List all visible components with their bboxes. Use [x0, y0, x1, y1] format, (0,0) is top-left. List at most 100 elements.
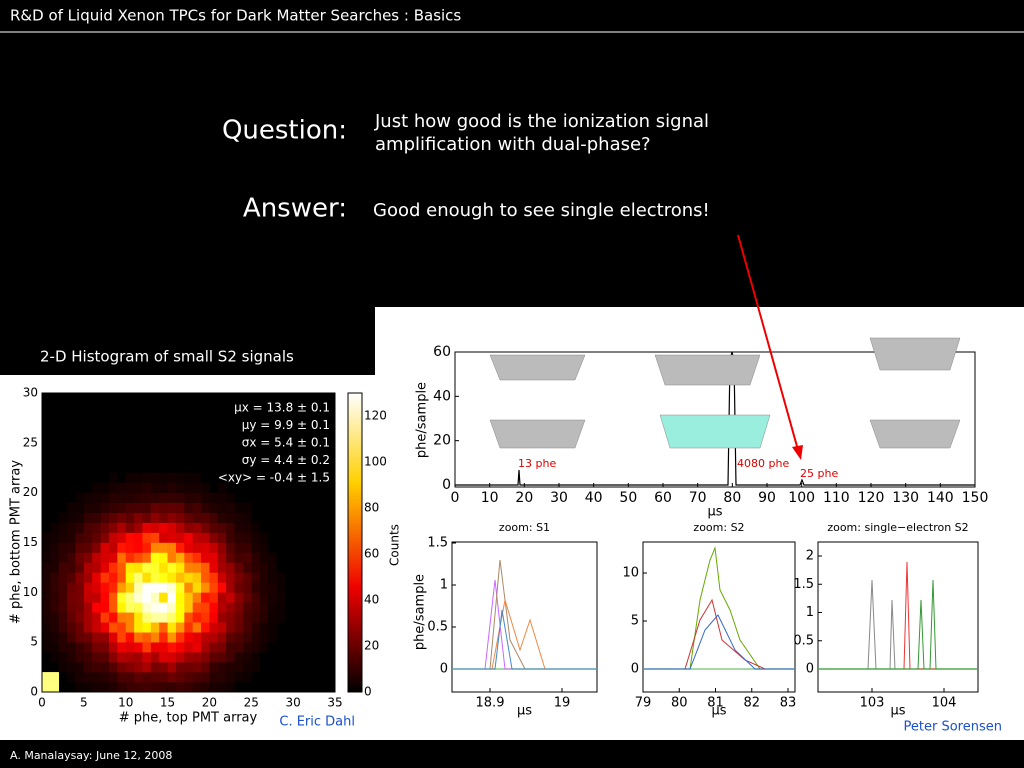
colorbar-label: Counts — [388, 524, 402, 566]
heatmap-cell — [217, 602, 227, 613]
y-tick-label: 2 — [806, 549, 814, 564]
x-tick-label: 90 — [758, 490, 776, 506]
heatmap-cell — [58, 622, 68, 633]
zoom-frame — [451, 541, 598, 693]
x-axis-label: μs — [890, 704, 905, 719]
heatmap-cell — [234, 502, 244, 513]
y-tick-label: 25 — [23, 435, 38, 449]
y-tick-label: 5 — [30, 635, 38, 649]
heatmap-cell — [259, 552, 269, 563]
heatmap-cell — [134, 512, 143, 523]
heatmap-cell — [125, 602, 135, 613]
heatmap-cell — [167, 502, 177, 513]
heatmap-cell — [50, 542, 60, 553]
heatmap-cell — [226, 612, 235, 623]
heatmap-cell — [268, 612, 277, 623]
heatmap-cell — [209, 532, 219, 543]
heatmap-cell — [159, 682, 168, 693]
heatmap-cell — [150, 502, 160, 513]
heatmap-cell — [242, 652, 252, 663]
heatmap-cell — [125, 682, 135, 693]
question-text: amplification with dual-phase? — [375, 134, 651, 155]
heatmap-cell — [75, 522, 85, 533]
heatmap-cell — [83, 622, 93, 633]
heatmap-cell — [259, 532, 269, 543]
heatmap-cell — [201, 672, 210, 683]
heatmap-cell — [251, 602, 260, 613]
heatmap-cell — [150, 572, 160, 583]
heatmap-cell — [50, 582, 60, 593]
heatmap-cell — [142, 562, 152, 573]
y-axis-label: # phe, bottom PMT array — [9, 460, 24, 624]
heatmap-cell — [175, 552, 185, 563]
heatmap-cell — [234, 562, 244, 573]
heatmap-cell — [201, 582, 210, 593]
y-tick-label: 0.5 — [427, 620, 448, 635]
x-tick-label: 10 — [118, 696, 133, 710]
heatmap-cell — [150, 652, 160, 663]
heatmap-cell — [100, 512, 110, 523]
heatmap-cell — [276, 612, 286, 623]
heatmap-cell — [58, 612, 68, 623]
heatmap-cell — [117, 482, 127, 493]
heatmap-cell — [251, 622, 260, 633]
heatmap-cell — [92, 482, 101, 493]
heatmap-cell — [150, 592, 160, 603]
heatmap-cell — [242, 572, 252, 583]
heatmap-cell — [83, 592, 93, 603]
y-axis-label: phe/sample — [413, 574, 428, 650]
heatmap-cell — [209, 572, 219, 583]
heatmap-cell — [92, 662, 101, 673]
heatmap-cell — [83, 502, 93, 513]
x-tick-label: 0 — [38, 696, 46, 710]
heatmap-cell — [142, 512, 152, 523]
heatmap-cell — [192, 652, 202, 663]
heatmap-cell — [134, 532, 143, 543]
heatmap-cell — [175, 672, 185, 683]
heatmap-cell — [209, 562, 219, 573]
heatmap-cell — [209, 662, 219, 673]
heatmap-cell — [108, 512, 118, 523]
heatmap-cell — [117, 612, 127, 623]
heatmap-cell — [167, 552, 177, 563]
heatmap-cell — [42, 672, 51, 683]
heatmap-cell — [192, 622, 202, 633]
heatmap-cell — [142, 602, 152, 613]
heatmap-cell — [192, 472, 202, 483]
heatmap-cell — [50, 572, 60, 583]
heatmap-cell — [251, 612, 260, 623]
heatmap-cell — [159, 522, 168, 533]
heatmap-cell — [58, 592, 68, 603]
heatmap-cell — [134, 492, 143, 503]
heatmap-cell — [150, 522, 160, 533]
heatmap-cell — [192, 522, 202, 533]
heatmap-cell — [159, 652, 168, 663]
heatmap-cell — [192, 482, 202, 493]
heatmap-cell — [58, 582, 68, 593]
heatmap-cell — [184, 572, 193, 583]
heatmap-cell — [209, 672, 219, 683]
heatmap-cell — [142, 622, 152, 633]
heatmap-cell — [92, 622, 101, 633]
colorbar-tick-label: 120 — [364, 409, 387, 423]
heatmap-cell — [83, 682, 93, 693]
heatmap-cell — [268, 552, 277, 563]
heatmap-cell — [67, 602, 76, 613]
heatmap-cell — [159, 612, 168, 623]
heatmap-cell — [226, 582, 235, 593]
x-axis-label: # phe, top PMT array — [119, 711, 258, 726]
heatmap-cell — [242, 592, 252, 603]
x-tick-label: 80 — [671, 696, 688, 711]
heatmap-cell — [242, 552, 252, 563]
heatmap-cell — [175, 592, 185, 603]
heatmap-cell — [217, 482, 227, 493]
heatmap-cell — [100, 542, 110, 553]
heatmap-cell — [184, 652, 193, 663]
y-tick-label: 20 — [433, 433, 451, 449]
heatmap-cell — [209, 612, 219, 623]
heatmap-cell — [268, 562, 277, 573]
colorbar-tick-label: 40 — [364, 593, 379, 607]
y-tick-label: 0 — [442, 477, 451, 493]
heatmap-cell — [83, 662, 93, 673]
heatmap-cell — [125, 532, 135, 543]
